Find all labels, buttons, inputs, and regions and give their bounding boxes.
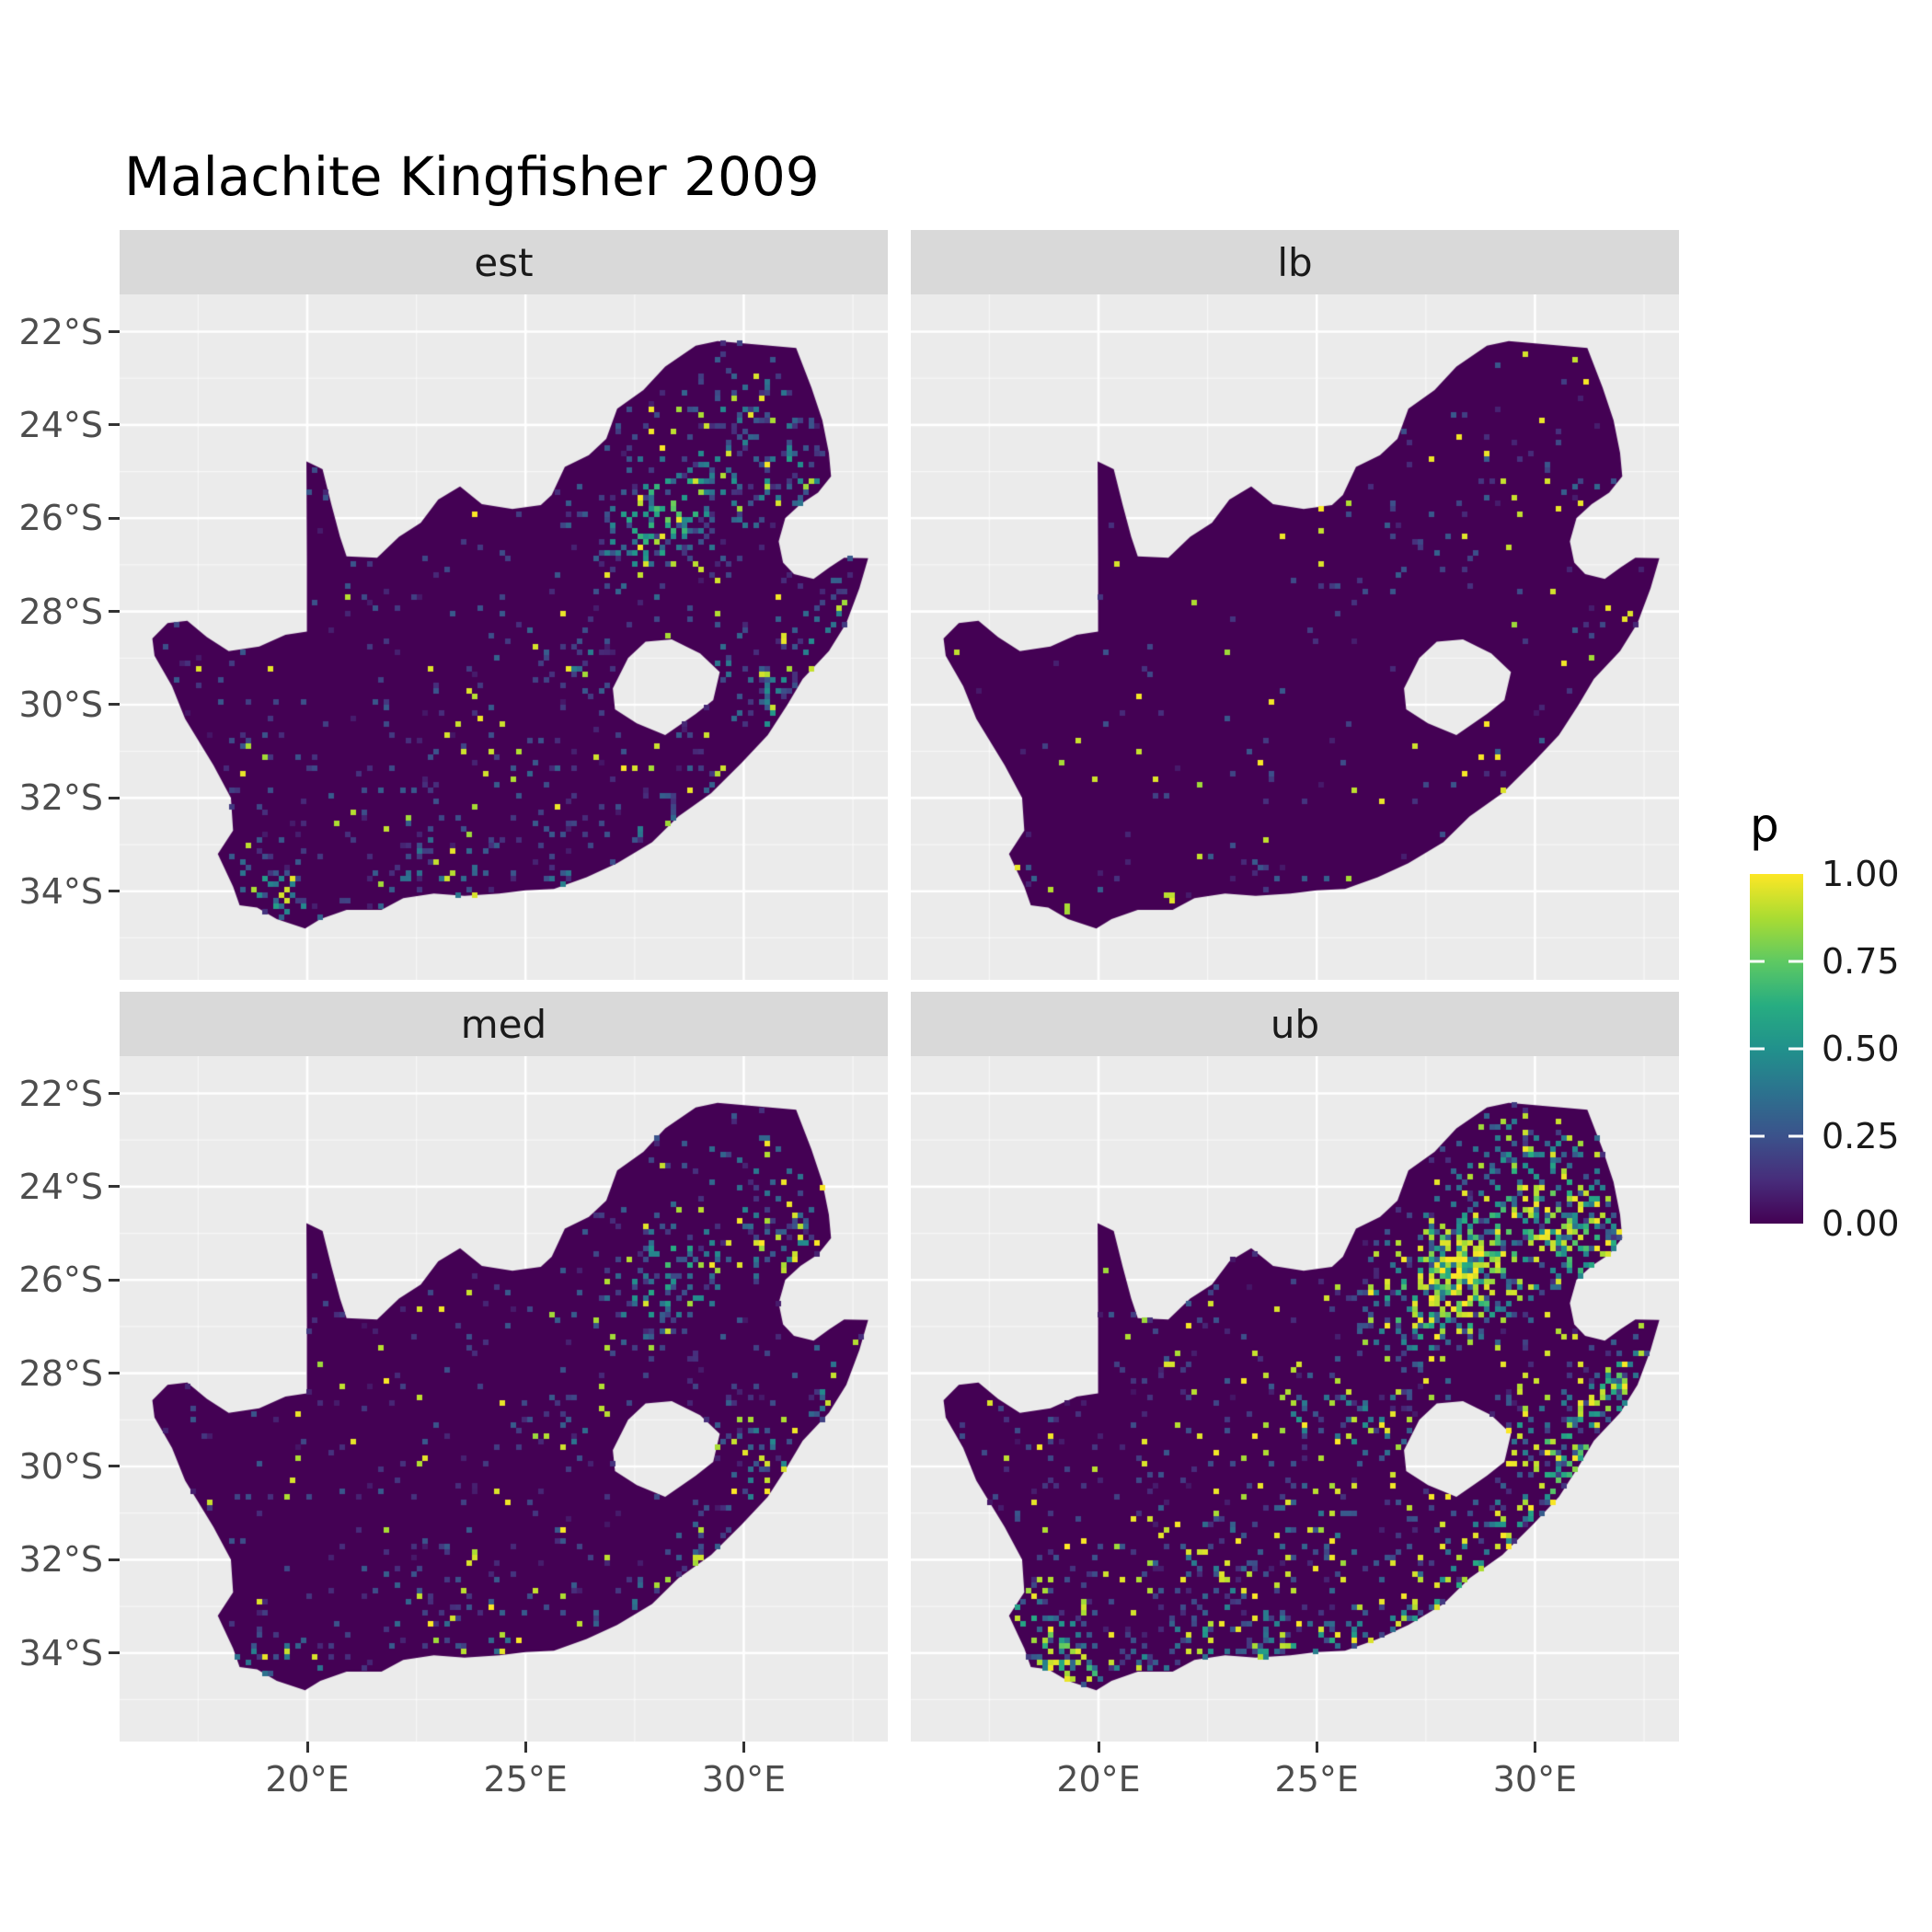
x-axis-label: 30°E: [1492, 1759, 1578, 1800]
map-lb: [911, 294, 1679, 980]
legend-tick: [1750, 1134, 1765, 1138]
facet-label-est: est: [474, 239, 534, 285]
y-axis-label: 30°S: [18, 684, 103, 725]
y-axis-tick: [109, 1651, 120, 1655]
y-axis-label: 26°S: [18, 498, 103, 539]
y-axis-tick: [109, 1278, 120, 1282]
facet-strip-med: med: [120, 992, 888, 1056]
legend-tick: [1788, 1047, 1803, 1051]
y-axis-label: 22°S: [18, 311, 103, 352]
y-axis-label: 34°S: [18, 870, 103, 912]
legend-label-1.00: 1.00: [1822, 854, 1900, 894]
y-axis-label: 32°S: [18, 1539, 103, 1581]
facet-label-lb: lb: [1277, 239, 1313, 285]
y-axis-tick: [109, 890, 120, 893]
y-axis-label: 26°S: [18, 1259, 103, 1301]
y-axis-tick: [109, 1092, 120, 1096]
y-axis-tick: [109, 703, 120, 707]
legend-label-0.75: 0.75: [1822, 941, 1900, 982]
x-axis-tick: [742, 1742, 745, 1753]
y-axis-label: 22°S: [18, 1073, 103, 1114]
facet-strip-lb: lb: [911, 230, 1679, 294]
facet-strip-est: est: [120, 230, 888, 294]
x-axis-tick: [1097, 1742, 1100, 1753]
panel-lb: [911, 294, 1679, 980]
x-axis-label: 30°E: [701, 1759, 787, 1800]
legend-tick: [1788, 1134, 1803, 1138]
y-axis-tick: [109, 1185, 120, 1189]
legend-label-0.50: 0.50: [1822, 1029, 1900, 1069]
y-axis-label: 24°S: [18, 1166, 103, 1207]
x-axis-tick: [1533, 1742, 1536, 1753]
legend-title: p: [1750, 799, 1779, 852]
legend-label-0.00: 0.00: [1822, 1203, 1900, 1244]
y-axis-tick: [109, 423, 120, 427]
map-est: [120, 294, 888, 980]
x-axis-label: 25°E: [1274, 1759, 1359, 1800]
y-axis-label: 28°S: [18, 1352, 103, 1394]
legend-tick: [1750, 960, 1765, 963]
y-axis-tick: [109, 1558, 120, 1561]
legend-tick: [1750, 1047, 1765, 1051]
legend-tick: [1788, 960, 1803, 963]
x-axis-label: 20°E: [265, 1759, 350, 1800]
map-ub: [911, 1056, 1679, 1742]
facet-label-med: med: [460, 1001, 547, 1047]
y-axis-label: 24°S: [18, 404, 103, 445]
panel-med: [120, 1056, 888, 1742]
y-axis-tick: [109, 610, 120, 614]
x-axis-tick: [523, 1742, 527, 1753]
facet-strip-ub: ub: [911, 992, 1679, 1056]
y-axis-tick: [109, 1372, 120, 1375]
y-axis-tick: [109, 796, 120, 799]
x-axis-label: 25°E: [483, 1759, 568, 1800]
panel-ub: [911, 1056, 1679, 1742]
plot-title: Malachite Kingfisher 2009: [124, 145, 820, 208]
facet-label-ub: ub: [1270, 1001, 1320, 1047]
panel-est: [120, 294, 888, 980]
x-axis-label: 20°E: [1056, 1759, 1141, 1800]
legend-label-0.25: 0.25: [1822, 1116, 1900, 1156]
x-axis-tick: [1315, 1742, 1318, 1753]
y-axis-label: 32°S: [18, 777, 103, 819]
map-med: [120, 1056, 888, 1742]
y-axis-label: 30°S: [18, 1445, 103, 1487]
y-axis-label: 34°S: [18, 1632, 103, 1673]
y-axis-tick: [109, 330, 120, 334]
y-axis-label: 28°S: [18, 591, 103, 632]
legend-colorbar: [1750, 874, 1803, 1224]
y-axis-tick: [109, 1465, 120, 1468]
x-axis-tick: [305, 1742, 309, 1753]
y-axis-tick: [109, 516, 120, 520]
